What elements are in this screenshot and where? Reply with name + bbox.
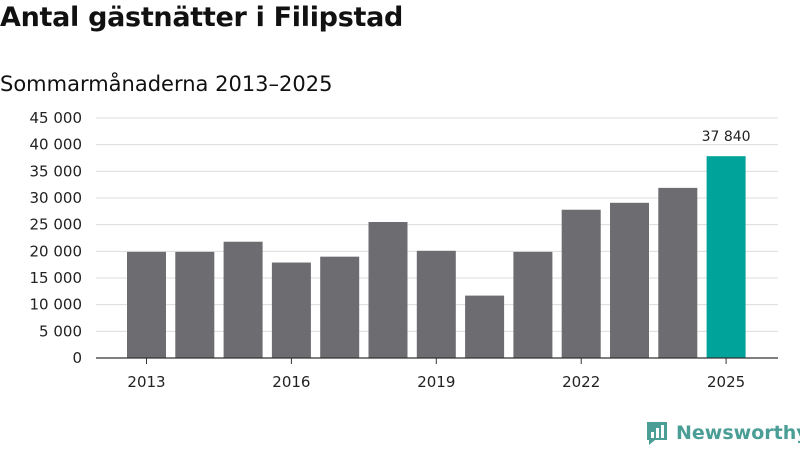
bar-2013 <box>127 251 166 358</box>
bar-2017 <box>320 256 360 358</box>
bar-2016 <box>271 262 311 358</box>
newsworthy-icon <box>647 422 667 445</box>
bar-2022 <box>561 209 601 358</box>
y-tick-label: 20 000 <box>30 242 83 260</box>
brand-name: Newsworthy <box>676 422 800 444</box>
y-tick-label: 0 <box>72 349 82 367</box>
x-tick-label: 2025 <box>707 373 745 391</box>
newsworthy-logo: Newsworthy <box>645 420 800 446</box>
bar-2025 <box>706 156 746 358</box>
bars <box>127 156 746 358</box>
y-axis-ticks: 0 5 000 10 000 15 000 20 000 25 000 30 000 35 0… <box>30 109 83 367</box>
bar-2019 <box>416 250 456 358</box>
y-tick-label: 25 000 <box>30 216 83 234</box>
y-tick-label: 35 000 <box>30 162 83 180</box>
bar-2018 <box>368 222 408 358</box>
bar-2021 <box>513 251 553 358</box>
bar-2024 <box>658 187 698 358</box>
x-tick-label: 2022 <box>562 373 600 391</box>
bar-2014 <box>175 251 215 358</box>
data-labels: 37 840 <box>702 129 751 145</box>
y-tick-label: 15 000 <box>30 269 83 287</box>
y-tick-label: 40 000 <box>30 136 83 154</box>
x-axis: 2013 2016 2019 2022 2025 <box>96 357 778 391</box>
y-tick-label: 45 000 <box>30 109 83 127</box>
bar-2020 <box>465 295 505 358</box>
y-tick-label: 5 000 <box>39 322 82 340</box>
chart-subtitle: Sommarmånaderna 2013–2025 <box>0 72 333 96</box>
data-label: 37 840 <box>702 129 751 145</box>
x-tick-label: 2019 <box>417 373 455 391</box>
x-tick-label: 2016 <box>272 373 310 391</box>
x-tick-label: 2013 <box>127 373 165 391</box>
bar-2015 <box>223 241 263 358</box>
y-tick-label: 10 000 <box>30 296 83 314</box>
bar-2023 <box>610 202 649 358</box>
y-tick-label: 30 000 <box>30 189 83 207</box>
chart-title: Antal gästnätter i Filipstad <box>0 2 404 33</box>
